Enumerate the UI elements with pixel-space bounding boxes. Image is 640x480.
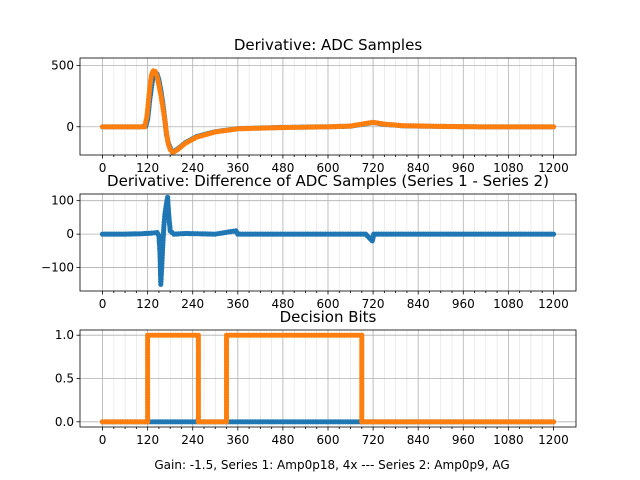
x-tick-label: 480 bbox=[271, 297, 294, 311]
series-2 bbox=[99, 68, 557, 155]
x-tick-label: 480 bbox=[271, 161, 294, 175]
x-tick-label: 960 bbox=[452, 297, 475, 311]
x-tick-label: 1200 bbox=[538, 433, 569, 447]
subplot-2: 0 120 240 360 480 600 720 840 960 1080 1200 −100 0 10… bbox=[41, 172, 577, 311]
x-tick-label: 360 bbox=[226, 433, 249, 447]
y-tick-label: 0 bbox=[66, 120, 74, 134]
x-tick-label: 1200 bbox=[538, 161, 569, 175]
x-tick-label: 1200 bbox=[538, 297, 569, 311]
x-tick-label: 960 bbox=[452, 433, 475, 447]
series-2 bbox=[99, 332, 557, 425]
y-tick-label: 1.0 bbox=[55, 328, 74, 342]
x-tick-label: 360 bbox=[226, 161, 249, 175]
y-tick-label: 0.0 bbox=[55, 415, 74, 429]
y-tick-label: 0 bbox=[66, 227, 74, 241]
x-tick-label: 720 bbox=[362, 161, 385, 175]
x-tick-label: 0 bbox=[99, 161, 107, 175]
x-tick-label: 120 bbox=[136, 161, 159, 175]
x-tick-label: 720 bbox=[362, 433, 385, 447]
series-1 bbox=[99, 194, 557, 287]
x-tick-label: 720 bbox=[362, 297, 385, 311]
x-tick-label: 600 bbox=[317, 433, 340, 447]
y-tick-label: 0.5 bbox=[55, 372, 74, 386]
x-tick-label: 840 bbox=[407, 297, 430, 311]
data-point bbox=[550, 124, 557, 130]
x-tick-label: 1080 bbox=[493, 297, 524, 311]
figure-xlabel: Gain: -1.5, Series 1: Amp0p18, 4x --- Se… bbox=[154, 458, 509, 472]
x-tick-label: 240 bbox=[181, 161, 204, 175]
x-tick-label: 360 bbox=[226, 297, 249, 311]
subplot-1: 0 120 240 360 480 600 720 840 960 1080 1200 0 500 Der… bbox=[51, 36, 577, 175]
x-tick-label: 0 bbox=[99, 297, 107, 311]
y-tick-label: −100 bbox=[41, 261, 74, 275]
subplot-3: 0 120 240 360 480 600 720 840 960 1080 1200 0.0 0.5 1… bbox=[55, 308, 577, 447]
x-tick-label: 240 bbox=[181, 297, 204, 311]
x-tick-label: 120 bbox=[136, 433, 159, 447]
x-tick-label: 840 bbox=[407, 161, 430, 175]
x-tick-label: 480 bbox=[271, 433, 294, 447]
x-tick-label: 600 bbox=[317, 161, 340, 175]
data-point bbox=[550, 419, 557, 425]
x-tick-label: 240 bbox=[181, 433, 204, 447]
data-point bbox=[550, 231, 557, 237]
x-tick-label: 600 bbox=[317, 297, 340, 311]
x-tick-label: 1080 bbox=[493, 161, 524, 175]
subplot-title: Decision Bits bbox=[280, 308, 377, 326]
x-tick-label: 1080 bbox=[493, 433, 524, 447]
x-tick-label: 840 bbox=[407, 433, 430, 447]
x-tick-label: 0 bbox=[99, 433, 107, 447]
subplot-title: Derivative: Difference of ADC Samples (S… bbox=[107, 172, 549, 190]
subplot-title: Derivative: ADC Samples bbox=[234, 36, 422, 54]
x-tick-label: 120 bbox=[136, 297, 159, 311]
y-tick-label: 100 bbox=[51, 194, 74, 208]
x-tick-label: 960 bbox=[452, 161, 475, 175]
y-tick-label: 500 bbox=[51, 58, 74, 72]
